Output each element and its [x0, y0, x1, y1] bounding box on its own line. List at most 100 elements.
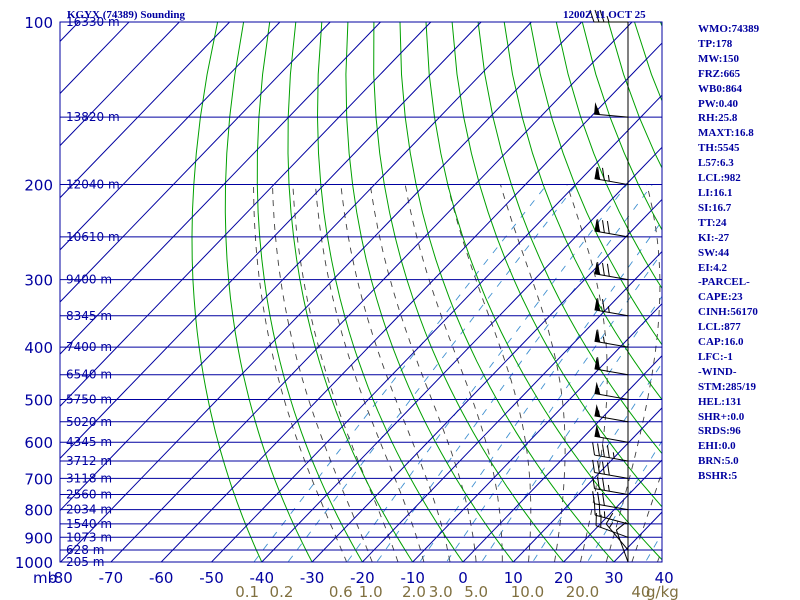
height-label: 2034 m — [66, 503, 112, 517]
moist-adiabat — [369, 184, 477, 562]
wind-barb-feather — [606, 221, 610, 234]
wind-barb-feather — [597, 166, 600, 180]
index-line: -PARCEL- — [698, 276, 750, 289]
wind-barb-feather — [606, 263, 610, 277]
wind-barb-feather — [602, 492, 605, 506]
wind-barb-feather — [602, 262, 605, 276]
mixing-ratio-line — [346, 184, 628, 562]
index-line: CAPE:23 — [698, 291, 743, 304]
wind-barb — [589, 9, 628, 23]
wind-barb — [594, 166, 629, 186]
index-line: EHI:0.0 — [698, 440, 736, 453]
wind-barb-half-feather — [607, 306, 610, 313]
wind-barb-feather — [594, 9, 600, 23]
height-label: 3712 m — [66, 454, 112, 468]
wind-barb-feather — [602, 220, 605, 233]
wind-barb-feather — [597, 476, 600, 490]
index-line: EI:4.2 — [698, 261, 728, 274]
wind-barb-half-feather — [612, 452, 615, 459]
wind-barb-feather — [592, 459, 596, 473]
mixing-ratio-lines — [253, 184, 662, 562]
height-label: 10610 m — [66, 230, 120, 244]
wind-barb-staff — [594, 488, 629, 496]
index-line: WB0:864 — [698, 82, 742, 95]
dry-adiabat — [316, 22, 464, 562]
index-line: LCL:982 — [698, 172, 741, 185]
wind-barb-feather — [592, 442, 596, 456]
pressure-tick-label: 300 — [24, 272, 53, 290]
moist-adiabat — [314, 184, 425, 562]
mixing-ratio-tick-label: 0.1 — [235, 583, 259, 600]
dry-adiabat — [256, 22, 363, 562]
wind-barbs — [589, 9, 629, 563]
isotherm-line — [562, 459, 662, 562]
wind-barb-feather — [597, 357, 600, 370]
mixing-ratio-tick-label: 40 — [631, 583, 650, 600]
moist-adiabat — [500, 184, 566, 562]
pressure-tick-label: 200 — [24, 177, 53, 195]
index-line: TP:178 — [698, 37, 733, 50]
index-line: WMO:74389 — [698, 23, 760, 35]
moist-adiabat — [340, 184, 451, 562]
height-label: 13820 m — [66, 110, 120, 124]
pressure-tick-label: 600 — [24, 434, 53, 452]
wind-barb-half-feather — [607, 484, 610, 492]
temperature-tick-label: 10 — [504, 569, 523, 587]
wind-barb — [594, 424, 629, 443]
wind-barb — [594, 102, 629, 118]
wind-barb — [615, 521, 629, 563]
wind-barb-feather — [597, 443, 600, 457]
wind-barb-half-feather — [608, 522, 614, 529]
temperature-tick-label: -60 — [149, 569, 174, 587]
temperature-tick-label: -40 — [250, 569, 275, 587]
isotherm-line — [261, 146, 662, 562]
height-label: 5020 m — [66, 415, 112, 429]
index-line: PW:0.40 — [698, 97, 739, 110]
index-line: L57:6.3 — [698, 157, 734, 170]
mixing-ratio-unit-label: g/kg — [646, 583, 679, 600]
isotherm-line — [60, 22, 230, 199]
dry-adiabat — [287, 22, 414, 562]
wind-barb-feather — [597, 262, 600, 275]
index-line: TT:24 — [698, 216, 727, 229]
index-line: SW:44 — [698, 246, 730, 259]
height-label: 2560 m — [66, 488, 112, 502]
temperature-tick-label: -20 — [350, 569, 375, 587]
index-line: BSHR:5 — [698, 470, 738, 483]
wind-barb-staff — [594, 230, 629, 238]
mixing-ratio-tick-label: 2.0 — [402, 583, 426, 600]
wind-barb-staff — [594, 178, 629, 186]
wind-barb-feather — [597, 298, 600, 311]
height-label: 5750 m — [66, 392, 112, 406]
wind-barb-feather — [602, 461, 605, 475]
wind-barb — [592, 476, 629, 496]
wind-barb-feather — [602, 299, 605, 312]
index-line: RH:25.8 — [698, 112, 738, 125]
mixing-ratio-tick-label: 20.0 — [566, 583, 599, 600]
index-line: FRZ:665 — [698, 67, 741, 80]
moist-adiabat — [404, 184, 503, 562]
moist-adiabat — [447, 184, 532, 562]
index-line: MAXT:16.8 — [698, 127, 754, 140]
wind-barb-feather — [599, 9, 605, 23]
index-line: LFC:-1 — [698, 350, 733, 363]
mixing-ratio-tick-label: 3.0 — [429, 583, 453, 600]
pressure-tick-label: 700 — [24, 470, 53, 488]
plot-frame — [59, 21, 663, 563]
isotherms — [0, 22, 662, 573]
index-line: -WIND- — [698, 365, 737, 378]
wind-barb-feather — [598, 503, 601, 517]
wind-barb — [594, 329, 629, 348]
wind-barb — [594, 219, 629, 238]
wind-barb-staff — [615, 529, 629, 563]
wind-barb-flag — [594, 424, 601, 438]
wind-barb-feather — [606, 445, 610, 458]
isotherm-line — [60, 22, 180, 147]
moist-adiabats — [253, 184, 662, 562]
isotherm-line — [0, 22, 28, 573]
isotherm-line — [412, 302, 662, 562]
mixing-ratio-line — [287, 184, 577, 562]
sounding-time: 1200Z 11 OCT 25 — [563, 9, 646, 21]
isotherm-line — [60, 22, 482, 460]
